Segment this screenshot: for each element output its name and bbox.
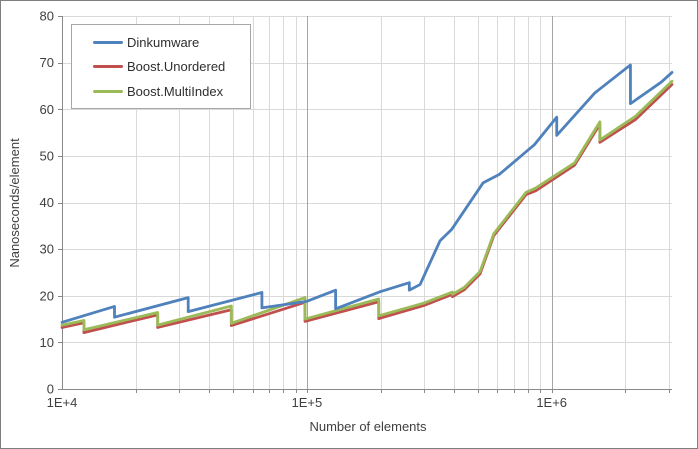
- legend-item-dinkumware: Dinkumware: [93, 35, 250, 50]
- legend: Dinkumware Boost.Unordered Boost.MultiIn…: [71, 24, 251, 109]
- y-tick-label: 80: [40, 9, 54, 24]
- y-axis-title: Nanoseconds/element: [7, 138, 22, 268]
- legend-item-boost-unordered: Boost.Unordered: [93, 59, 250, 74]
- x-axis-title: Number of elements: [309, 419, 427, 434]
- legend-swatch-boost-multiindex: [93, 89, 123, 93]
- legend-label-dinkumware: Dinkumware: [127, 34, 200, 50]
- series-line-dinkumware: [60, 63, 674, 324]
- x-tick-label: 1E+4: [47, 395, 78, 410]
- legend-label-boost-multiindex: Boost.MultiIndex: [127, 83, 224, 99]
- y-tick-label: 30: [40, 242, 54, 257]
- y-tick-label: 20: [40, 288, 54, 303]
- legend-swatch-dinkumware: [93, 40, 123, 44]
- y-tick-label: 40: [40, 195, 54, 210]
- x-tick-label: 1E+6: [536, 395, 567, 410]
- y-tick-label: 50: [40, 148, 54, 163]
- legend-item-boost-multiindex: Boost.MultiIndex: [93, 84, 250, 99]
- y-tick-label: 70: [40, 55, 54, 70]
- x-tick-label: 1E+5: [291, 395, 322, 410]
- y-tick-label: 60: [40, 102, 54, 117]
- series-line-boost-multiindex: [60, 79, 674, 332]
- legend-swatch-boost-unordered: [93, 65, 123, 68]
- y-tick-label: 0: [47, 382, 54, 397]
- legend-label-boost-unordered: Boost.Unordered: [127, 59, 226, 74]
- y-tick-label: 10: [40, 335, 54, 350]
